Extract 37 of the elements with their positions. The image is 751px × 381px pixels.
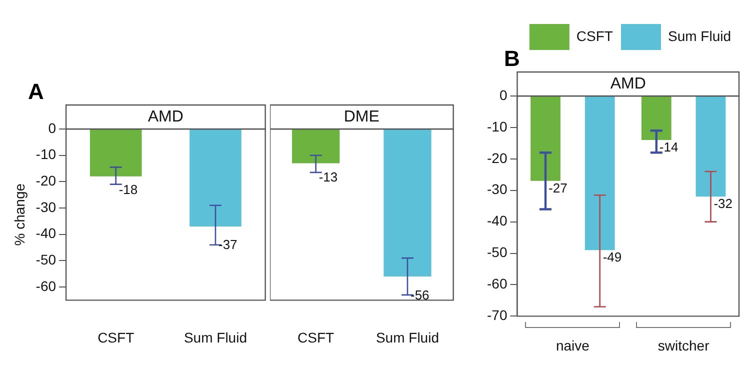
data-label: -18 — [118, 182, 138, 197]
x-tick-label: Sum Fluid — [376, 329, 440, 346]
y-tick-label: -40 — [36, 225, 56, 242]
chart-subtitle: AMD — [148, 108, 184, 126]
y-tick-label: -60 — [487, 276, 508, 292]
y-tick-label: -10 — [487, 118, 508, 134]
chart-title: B — [504, 46, 520, 71]
x-tick-label: naive — [556, 337, 590, 354]
data-label: -27 — [548, 180, 568, 196]
x-tick-label: CSFT — [298, 329, 335, 346]
data-label: -49 — [602, 250, 622, 265]
data-label: -32 — [714, 196, 733, 212]
chart-subtitle: AMD — [610, 75, 646, 92]
y-tick-label: -30 — [36, 198, 56, 215]
y-tick-label: -50 — [487, 244, 508, 260]
y-tick-label: -30 — [487, 181, 508, 198]
data-label: -37 — [218, 237, 238, 252]
chart-subtitle: DME — [344, 108, 380, 126]
y-tick-label: 0 — [48, 120, 56, 136]
y-tick-label: 0 — [499, 86, 508, 103]
data-label: -13 — [318, 169, 338, 184]
y-axis-title: % change — [11, 183, 28, 246]
y-tick-label: -40 — [487, 212, 508, 229]
legend-label: Sum Fluid — [668, 28, 732, 44]
x-tick-label: switcher — [658, 337, 710, 354]
y-tick-label: -60 — [36, 278, 56, 294]
data-label: -14 — [659, 140, 678, 155]
data-label: -56 — [410, 287, 430, 302]
legend-label: CSFT — [576, 28, 614, 44]
y-tick-label: -70 — [487, 307, 508, 324]
y-tick-label: -50 — [36, 252, 56, 268]
y-tick-label: -20 — [36, 172, 56, 189]
chart-title: A — [28, 79, 44, 104]
y-tick-label: -20 — [487, 150, 508, 166]
y-tick-label: -10 — [36, 146, 56, 162]
x-tick-label: CSFT — [98, 329, 135, 346]
x-tick-label: Sum Fluid — [184, 329, 248, 346]
